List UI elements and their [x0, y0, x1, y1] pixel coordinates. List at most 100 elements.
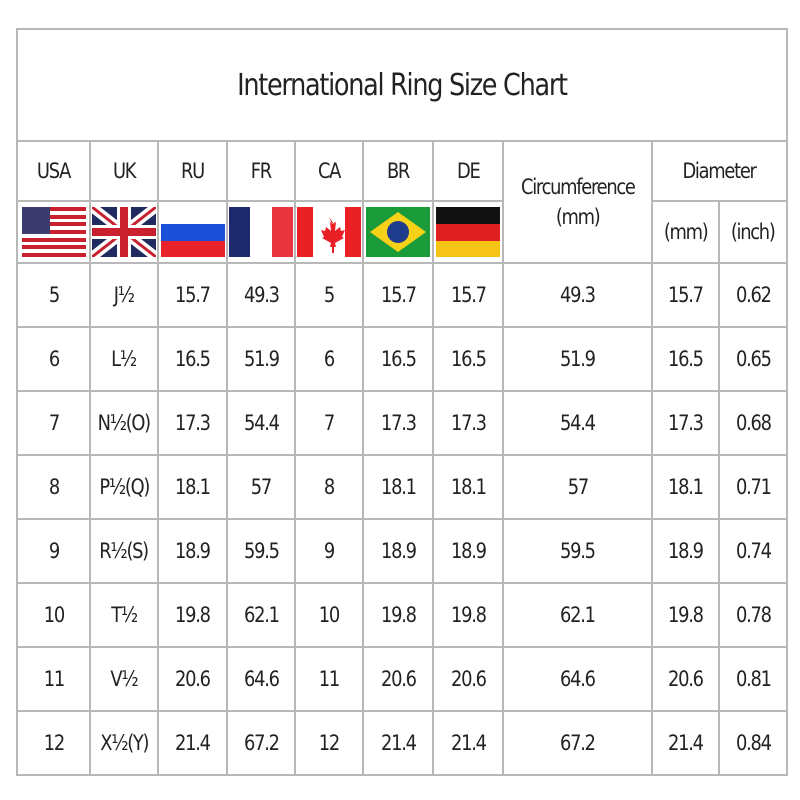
cell-de: 16.5 — [432, 326, 504, 392]
cell-usa: 8 — [16, 454, 91, 520]
cell-uk: V½ — [89, 646, 159, 712]
cell-circumference-mm: 54.4 — [502, 390, 653, 456]
cell-fr: 57 — [226, 454, 296, 520]
cell-ca: 7 — [294, 390, 364, 456]
header-de: DE — [432, 140, 504, 202]
cell-ca: 10 — [294, 582, 364, 648]
header-ru: RU — [157, 140, 228, 202]
table-row: 9 R½(S) 18.9 59.5 9 18.9 18.9 59.5 18.9 0.74 — [16, 518, 788, 584]
cell-ru: 17.3 — [157, 390, 228, 456]
table-row: 6 L½ 16.5 51.9 6 16.5 16.5 51.9 16.5 0.65 — [16, 326, 788, 392]
brazil-flag-icon — [362, 200, 434, 264]
table-row: 7 N½(O) 17.3 54.4 7 17.3 17.3 54.4 17.3 0.68 — [16, 390, 788, 456]
cell-de: 21.4 — [432, 710, 504, 776]
header-fr: FR — [226, 140, 296, 202]
cell-diameter-mm: 19.8 — [651, 582, 720, 648]
cell-ca: 6 — [294, 326, 364, 392]
chart-title: International Ring Size Chart — [16, 28, 788, 142]
cell-ru: 15.7 — [157, 262, 228, 328]
cell-diameter-mm: 16.5 — [651, 326, 720, 392]
usa-flag-icon — [16, 200, 91, 264]
cell-uk: R½(S) — [89, 518, 159, 584]
cell-ca: 11 — [294, 646, 364, 712]
uk-flag-icon — [89, 200, 159, 264]
cell-usa: 6 — [16, 326, 91, 392]
cell-fr: 62.1 — [226, 582, 296, 648]
cell-circumference-mm: 59.5 — [502, 518, 653, 584]
header-diameter: Diameter — [651, 140, 788, 202]
cell-br: 16.5 — [362, 326, 434, 392]
cell-uk: L½ — [89, 326, 159, 392]
header-diameter-mm: (mm) — [651, 200, 720, 264]
cell-br: 21.4 — [362, 710, 434, 776]
cell-usa: 9 — [16, 518, 91, 584]
cell-circumference-mm: 62.1 — [502, 582, 653, 648]
cell-uk: X½(Y) — [89, 710, 159, 776]
header-uk: UK — [89, 140, 159, 202]
cell-br: 17.3 — [362, 390, 434, 456]
cell-br: 15.7 — [362, 262, 434, 328]
cell-diameter-mm: 15.7 — [651, 262, 720, 328]
cell-ca: 12 — [294, 710, 364, 776]
cell-diameter-mm: 21.4 — [651, 710, 720, 776]
cell-de: 17.3 — [432, 390, 504, 456]
cell-uk: J½ — [89, 262, 159, 328]
france-flag-icon — [226, 200, 296, 264]
cell-diameter-inch: 0.74 — [718, 518, 788, 584]
cell-circumference-mm: 51.9 — [502, 326, 653, 392]
header-usa: USA — [16, 140, 91, 202]
table-row: 12 X½(Y) 21.4 67.2 12 21.4 21.4 67.2 21.4 0.84 — [16, 710, 788, 776]
cell-diameter-inch: 0.62 — [718, 262, 788, 328]
cell-de: 15.7 — [432, 262, 504, 328]
cell-ru: 21.4 — [157, 710, 228, 776]
cell-fr: 51.9 — [226, 326, 296, 392]
cell-diameter-inch: 0.78 — [718, 582, 788, 648]
cell-diameter-inch: 0.71 — [718, 454, 788, 520]
cell-diameter-inch: 0.84 — [718, 710, 788, 776]
cell-usa: 11 — [16, 646, 91, 712]
table-row: 5 J½ 15.7 49.3 5 15.7 15.7 49.3 15.7 0.62 — [16, 262, 788, 328]
table-row: 11 V½ 20.6 64.6 11 20.6 20.6 64.6 20.6 0.81 — [16, 646, 788, 712]
cell-fr: 67.2 — [226, 710, 296, 776]
cell-uk: T½ — [89, 582, 159, 648]
table-row: 10 T½ 19.8 62.1 10 19.8 19.8 62.1 19.8 0.78 — [16, 582, 788, 648]
cell-diameter-mm: 20.6 — [651, 646, 720, 712]
cell-uk: N½(O) — [89, 390, 159, 456]
cell-diameter-inch: 0.81 — [718, 646, 788, 712]
cell-de: 18.1 — [432, 454, 504, 520]
cell-br: 19.8 — [362, 582, 434, 648]
cell-br: 20.6 — [362, 646, 434, 712]
cell-diameter-inch: 0.65 — [718, 326, 788, 392]
cell-fr: 49.3 — [226, 262, 296, 328]
cell-usa: 10 — [16, 582, 91, 648]
cell-ru: 19.8 — [157, 582, 228, 648]
header-diameter-inch: (inch) — [718, 200, 788, 264]
cell-ca: 9 — [294, 518, 364, 584]
cell-fr: 59.5 — [226, 518, 296, 584]
cell-usa: 7 — [16, 390, 91, 456]
cell-diameter-mm: 17.3 — [651, 390, 720, 456]
ring-size-table: International Ring Size Chart USA UK RU … — [16, 28, 788, 776]
cell-de: 18.9 — [432, 518, 504, 584]
header-circumference: Circumference (mm) — [502, 140, 653, 264]
cell-ca: 5 — [294, 262, 364, 328]
cell-ru: 16.5 — [157, 326, 228, 392]
cell-circumference-mm: 57 — [502, 454, 653, 520]
germany-flag-icon — [432, 200, 504, 264]
cell-fr: 64.6 — [226, 646, 296, 712]
header-br: BR — [362, 140, 434, 202]
cell-ca: 8 — [294, 454, 364, 520]
cell-br: 18.1 — [362, 454, 434, 520]
russia-flag-icon — [157, 200, 228, 264]
cell-circumference-mm: 64.6 — [502, 646, 653, 712]
cell-ru: 18.9 — [157, 518, 228, 584]
cell-ru: 20.6 — [157, 646, 228, 712]
cell-de: 20.6 — [432, 646, 504, 712]
cell-usa: 12 — [16, 710, 91, 776]
cell-uk: P½(Q) — [89, 454, 159, 520]
canada-flag-icon — [294, 200, 364, 264]
cell-br: 18.9 — [362, 518, 434, 584]
cell-circumference-mm: 67.2 — [502, 710, 653, 776]
cell-diameter-mm: 18.1 — [651, 454, 720, 520]
cell-diameter-inch: 0.68 — [718, 390, 788, 456]
